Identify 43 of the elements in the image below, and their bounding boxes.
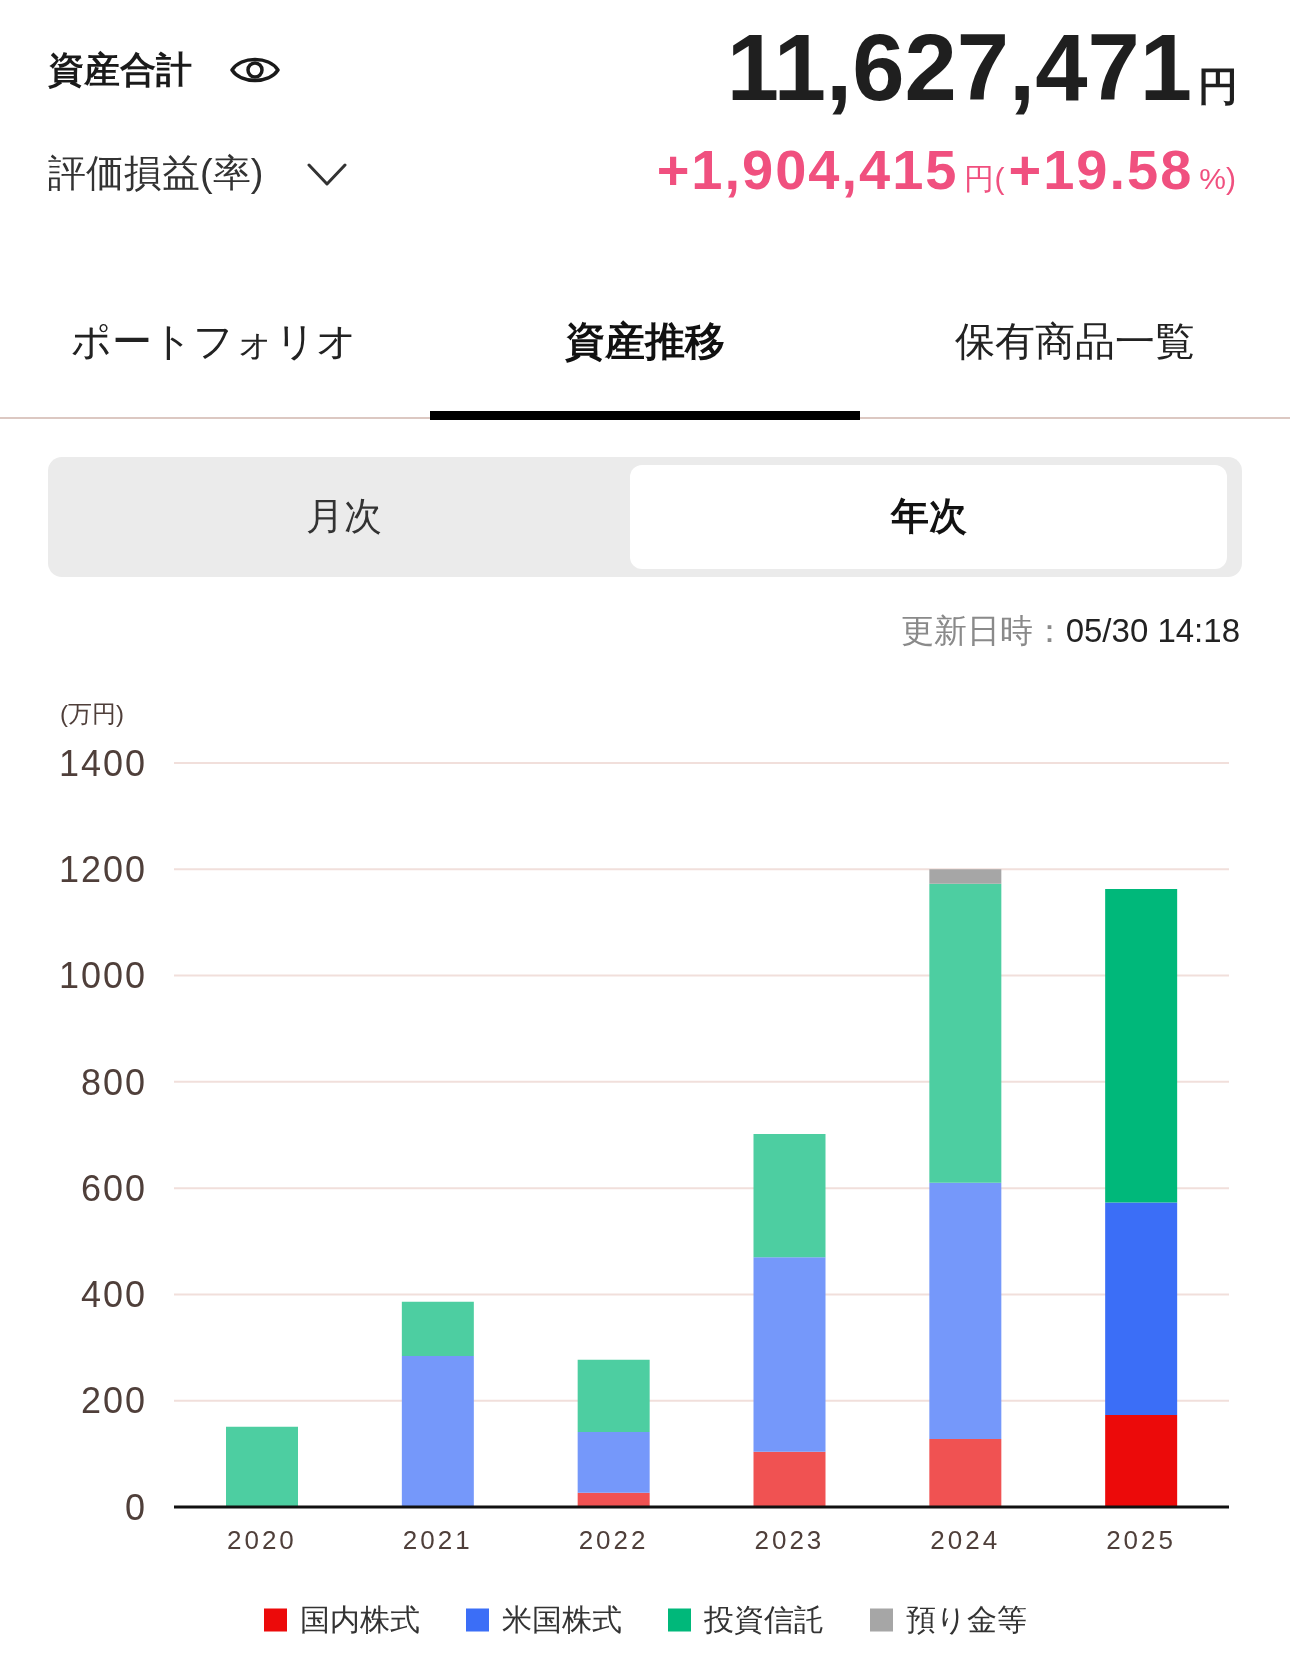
text: 資産合計: [48, 49, 192, 91]
x-tick-label: 2022: [578, 1525, 649, 1556]
legend-label: 米国株式: [501, 1601, 622, 1638]
x-tick-label: 2023: [754, 1525, 825, 1556]
legend-label: 投資信託: [703, 1601, 824, 1638]
legend-label: 国内株式: [299, 1601, 420, 1638]
bar: [1105, 1202, 1178, 1416]
bar: [929, 1438, 1002, 1507]
bar: [401, 1356, 474, 1507]
y-tick-label: 0: [124, 1486, 147, 1528]
y-tick-label: 400: [80, 1274, 147, 1316]
bar: [929, 1182, 1002, 1439]
x-tick-label: 2020: [226, 1525, 297, 1556]
bar: [929, 883, 1002, 1183]
x-tick-label: 2021: [402, 1525, 473, 1556]
y-tick-label: 1400: [58, 742, 147, 784]
text: 年次: [891, 495, 967, 539]
bar: [226, 1426, 298, 1507]
bar: [577, 1432, 650, 1493]
bar: [577, 1492, 650, 1507]
y-tick-label: 1200: [58, 849, 147, 891]
legend-label: 預り金等: [905, 1601, 1027, 1638]
bar: [929, 869, 1002, 884]
x-tick-label: 2025: [1106, 1525, 1177, 1556]
bar: [1105, 1415, 1178, 1507]
y-tick-label: 600: [80, 1167, 147, 1209]
text: ポートフォリオ: [71, 318, 357, 364]
y-axis-title: (万円): [60, 699, 124, 729]
bar: [401, 1301, 474, 1357]
text: 保有商品一覧: [955, 318, 1195, 364]
bar: [753, 1133, 826, 1258]
text: 更新日時：05/30 14:18: [900, 612, 1240, 650]
text: 資産推移: [565, 318, 725, 364]
bar: [1105, 888, 1178, 1203]
y-tick-label: 1000: [58, 955, 147, 997]
bar: [753, 1257, 826, 1452]
bar: [577, 1359, 650, 1433]
y-tick-label: 800: [80, 1061, 147, 1103]
bar: [753, 1451, 826, 1507]
text: 評価損益(率): [48, 152, 264, 196]
y-tick-label: 200: [80, 1380, 147, 1422]
x-tick-label: 2024: [930, 1525, 1001, 1556]
text: 月次: [306, 495, 382, 539]
